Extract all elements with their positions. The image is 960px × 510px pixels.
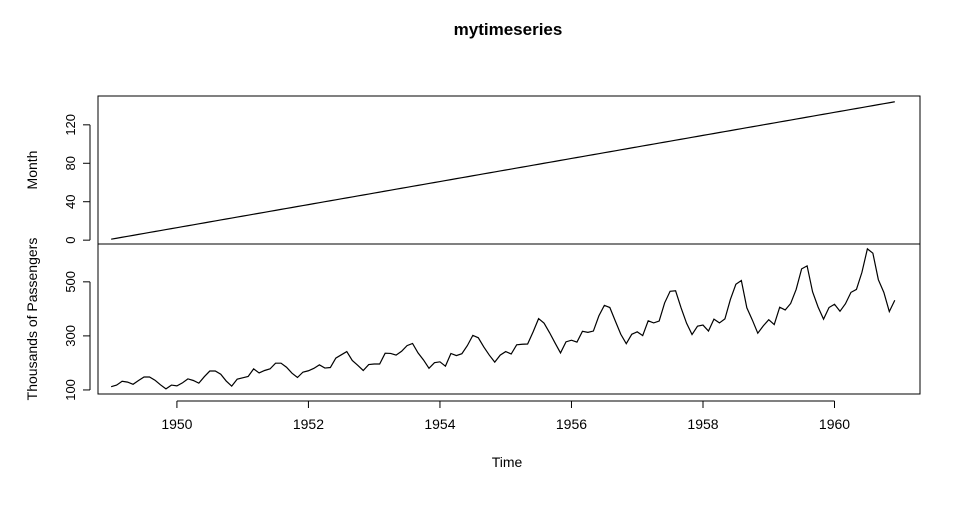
chart-title: mytimeseries: [454, 20, 563, 39]
x-tick-label: 1954: [424, 416, 455, 432]
panel-passengers: 100 300 500 Thousands of Passengers: [24, 238, 921, 401]
month-series-line: [111, 101, 895, 240]
passengers-series-line: [110, 247, 896, 390]
panel-month: 0 40 80 120 Month: [24, 95, 921, 245]
passengers-y-tick-label: 500: [63, 271, 78, 293]
x-tick-label: 1958: [687, 416, 718, 432]
passengers-y-tick-label: 100: [63, 379, 78, 401]
x-axis: 1950 1952 1954 1956 1958 1960: [161, 400, 850, 432]
month-y-tick-label: 0: [63, 237, 78, 244]
x-tick-label: 1950: [161, 416, 192, 432]
month-y-tick-label: 40: [63, 194, 78, 208]
month-y-tick-label: 80: [63, 156, 78, 170]
panel-passengers-frame: [97, 243, 921, 395]
passengers-y-tick-label: 300: [63, 325, 78, 347]
month-y-tick-label: 120: [63, 114, 78, 136]
x-tick-label: 1956: [556, 416, 587, 432]
panel-passengers-y-axis: 100 300 500: [63, 271, 91, 401]
x-tick-label: 1960: [819, 416, 850, 432]
panel-month-y-axis: 0 40 80 120: [63, 114, 91, 244]
x-axis-label: Time: [492, 454, 523, 470]
x-tick-label: 1952: [293, 416, 324, 432]
panel-month-ylabel: Month: [24, 151, 40, 190]
panel-passengers-ylabel: Thousands of Passengers: [24, 238, 40, 401]
